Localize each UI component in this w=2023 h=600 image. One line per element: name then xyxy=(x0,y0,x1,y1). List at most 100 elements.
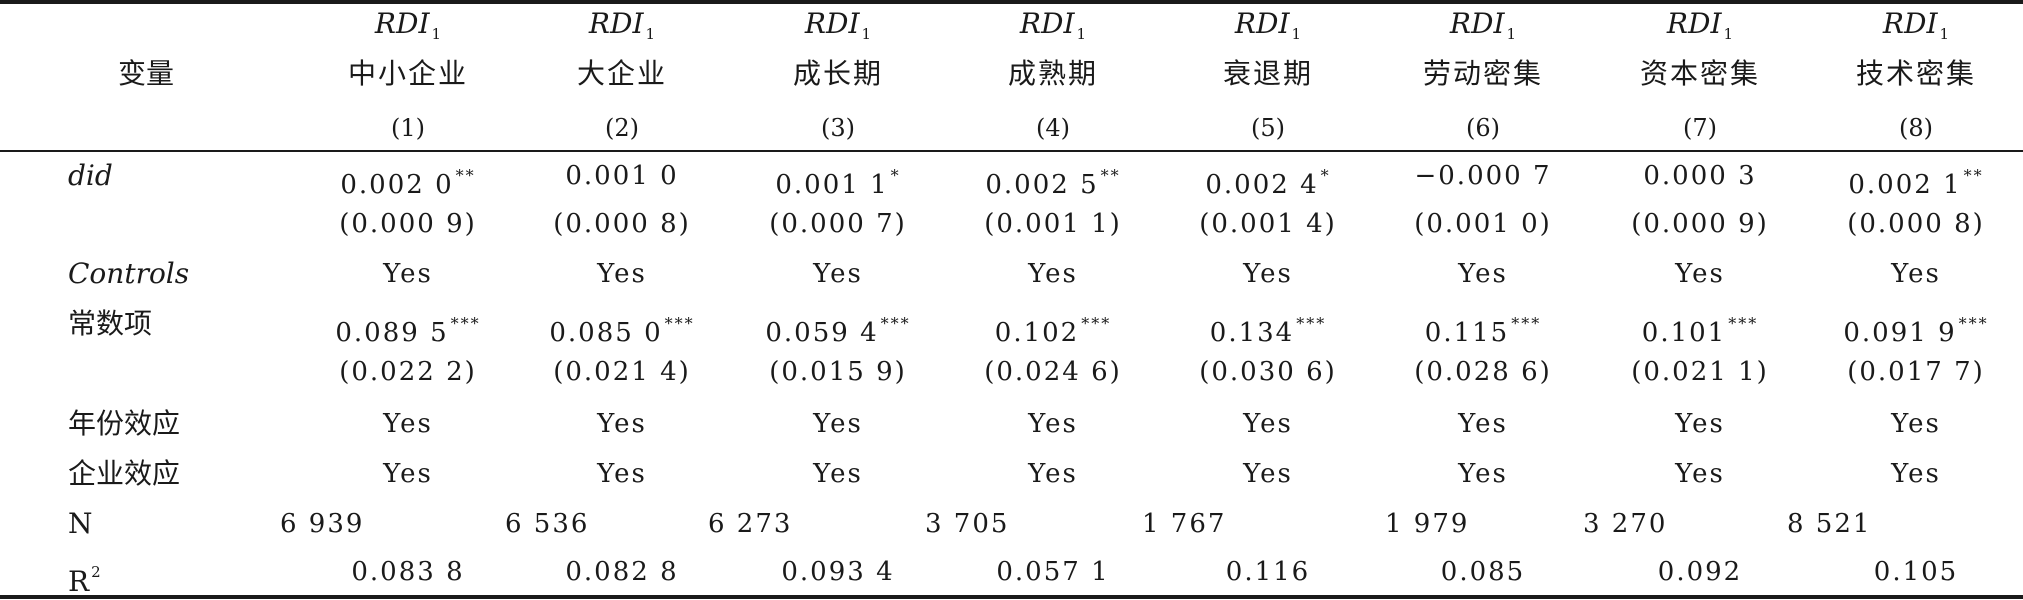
table-cell: 0.089 5 *** xyxy=(335,308,480,349)
table-cell: 0.001 0 xyxy=(565,160,678,192)
cell-value: 0.091 9 xyxy=(1843,318,1957,348)
table-cell: (0.001 1) xyxy=(984,208,1122,240)
dependent-var-subscript: 1 xyxy=(1076,25,1087,43)
cell-value: Yes xyxy=(813,409,863,439)
table-cell: (0.001 0) xyxy=(1414,208,1552,240)
table-cell: Yes xyxy=(1028,458,1078,490)
header-dependent-var: RDI 1 xyxy=(1020,8,1086,50)
cell-value: Yes xyxy=(1028,409,1078,439)
cell-value: 0.134 xyxy=(1209,318,1295,348)
cell-value: 0.093 4 xyxy=(781,557,895,587)
cell-value: Yes xyxy=(1028,459,1078,489)
row-label: 常数项 xyxy=(68,308,152,340)
dependent-var-name: RDI xyxy=(1449,7,1505,40)
table-cell: Yes xyxy=(1675,258,1725,290)
top-rule xyxy=(0,0,2023,4)
significance-stars: *** xyxy=(1728,314,1759,333)
table-cell: 8 521 xyxy=(1787,508,1871,540)
cell-value: (0.021 4) xyxy=(553,357,691,387)
dependent-var-subscript: 1 xyxy=(1723,25,1734,43)
dependent-var-name: RDI xyxy=(1019,7,1075,40)
cell-value: Yes xyxy=(1243,409,1293,439)
cell-value: 0.085 xyxy=(1440,557,1526,587)
table-cell: 0.083 8 xyxy=(351,556,464,588)
table-cell: 0.116 xyxy=(1226,556,1310,588)
table-cell: (0.021 4) xyxy=(553,356,691,388)
row-label: N xyxy=(68,508,93,540)
table-cell: 0.059 4 *** xyxy=(765,308,910,349)
table-cell: 0.085 0 *** xyxy=(549,308,694,349)
table-cell: Yes xyxy=(383,458,433,490)
significance-stars: *** xyxy=(1296,314,1327,333)
table-cell: (0.000 9) xyxy=(1631,208,1769,240)
variable-header: 变量 xyxy=(118,57,175,90)
cell-value: 0.002 1 xyxy=(1848,170,1962,200)
significance-stars: *** xyxy=(450,314,481,333)
cell-value: 0.085 0 xyxy=(549,318,663,348)
cell-value: 3 270 xyxy=(1583,509,1668,539)
header-column-number: (5) xyxy=(1251,114,1285,142)
table-cell: (0.000 8) xyxy=(553,208,691,240)
row-label: did xyxy=(68,160,113,192)
table-cell: Yes xyxy=(1028,258,1078,290)
significance-stars: ** xyxy=(1963,166,1984,185)
header-dependent-var: RDI 1 xyxy=(1235,8,1301,50)
header-dependent-var: RDI 1 xyxy=(1667,8,1733,50)
cell-value: 8 521 xyxy=(1787,509,1872,539)
cell-value: Yes xyxy=(1458,409,1508,439)
cell-value: Yes xyxy=(1891,409,1941,439)
table-cell: 3 270 xyxy=(1583,508,1667,540)
dependent-var-name: RDI xyxy=(1666,7,1722,40)
cell-value: (0.022 2) xyxy=(339,357,477,387)
row-label-text: R xyxy=(68,565,90,598)
cell-value: (0.024 6) xyxy=(984,357,1122,387)
dependent-var-name: RDI xyxy=(804,7,860,40)
cell-value: (0.030 6) xyxy=(1199,357,1337,387)
table-cell: (0.000 8) xyxy=(1847,208,1985,240)
table-cell: 0.001 1 * xyxy=(775,160,900,201)
cell-value: 1 979 xyxy=(1385,509,1470,539)
cell-value: (0.001 1) xyxy=(984,209,1122,239)
header-group-label: 中小企业 xyxy=(347,57,469,90)
table-cell: Yes xyxy=(813,458,863,490)
cell-value: 6 273 xyxy=(708,509,793,539)
cell-value: 0.057 1 xyxy=(996,557,1110,587)
table-cell: 0.102 *** xyxy=(995,308,1111,349)
cell-value: 6 939 xyxy=(280,509,365,539)
table-cell: 0.002 1 ** xyxy=(1848,160,1983,201)
dependent-var-name: RDI xyxy=(1234,7,1290,40)
cell-value: Yes xyxy=(1243,459,1293,489)
table-cell: 6 273 xyxy=(708,508,792,540)
table-cell: Yes xyxy=(383,408,433,440)
cell-value: (0.017 7) xyxy=(1847,357,1985,387)
cell-value: 1 767 xyxy=(1142,509,1227,539)
row-label: 年份效应 xyxy=(68,408,180,440)
cell-value: Yes xyxy=(1675,259,1725,289)
row-label: Controls xyxy=(68,258,189,290)
header-rule xyxy=(0,150,2023,152)
row-label-text: 企业效应 xyxy=(68,457,181,490)
table-cell: (0.015 9) xyxy=(769,356,907,388)
cell-value: 0.083 8 xyxy=(351,557,465,587)
header-column-number: (8) xyxy=(1899,114,1933,142)
header-group-label: 衰退期 xyxy=(1222,57,1314,90)
cell-value: 3 705 xyxy=(925,509,1010,539)
cell-value: 0.101 xyxy=(1641,318,1727,348)
cell-value: Yes xyxy=(597,259,647,289)
table-cell: Yes xyxy=(597,258,647,290)
bottom-rule xyxy=(0,595,2023,599)
cell-value: −0.000 7 xyxy=(1414,161,1552,191)
cell-value: Yes xyxy=(1243,259,1293,289)
cell-value: 0.082 8 xyxy=(565,557,679,587)
cell-value: Yes xyxy=(1458,459,1508,489)
table-cell: (0.028 6) xyxy=(1414,356,1552,388)
table-cell: 0.092 xyxy=(1658,556,1742,588)
header-dependent-var: RDI 1 xyxy=(1450,8,1516,50)
significance-stars: *** xyxy=(1511,314,1542,333)
table-cell: 3 705 xyxy=(925,508,1009,540)
significance-stars: *** xyxy=(1958,314,1989,333)
row-label-text: 年份效应 xyxy=(68,407,181,440)
cell-value: 0.059 4 xyxy=(765,318,879,348)
table-cell: (0.021 1) xyxy=(1631,356,1769,388)
cell-value: 0.089 5 xyxy=(335,318,449,348)
